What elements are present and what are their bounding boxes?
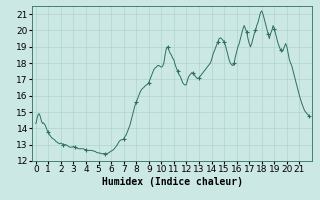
X-axis label: Humidex (Indice chaleur): Humidex (Indice chaleur) bbox=[101, 177, 243, 187]
